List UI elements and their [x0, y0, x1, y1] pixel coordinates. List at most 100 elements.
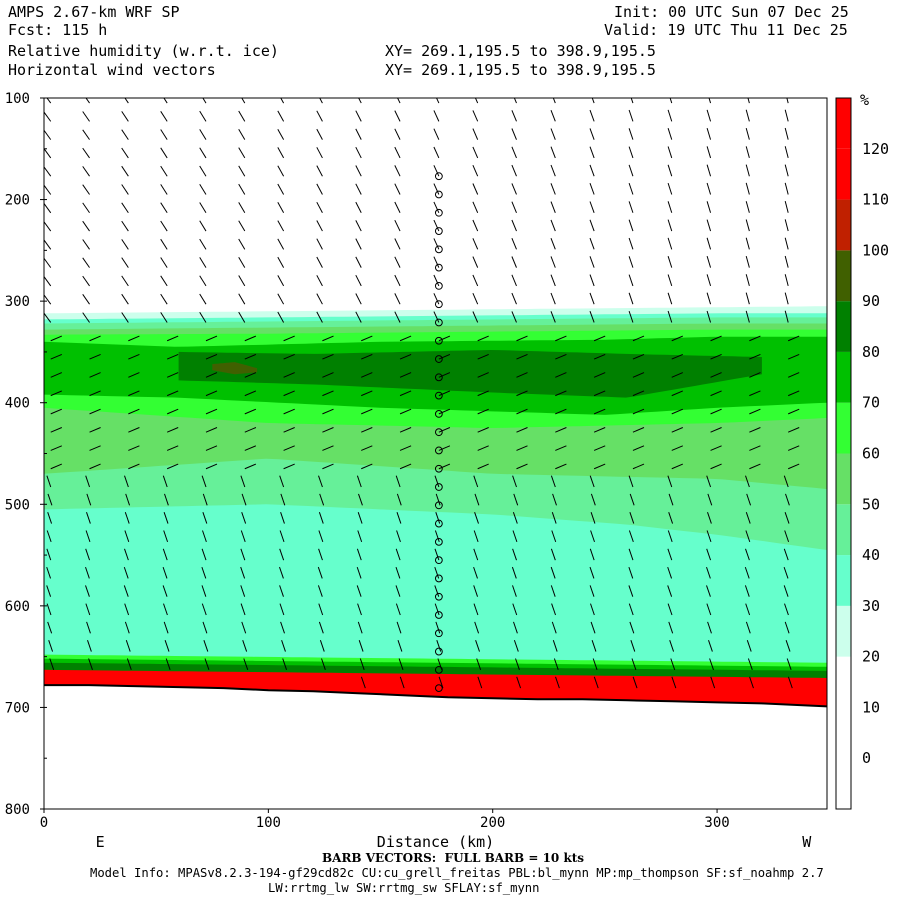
barb	[589, 237, 595, 250]
barb	[516, 676, 522, 689]
barb	[433, 183, 440, 195]
barb	[322, 335, 334, 342]
barb	[749, 427, 761, 433]
barb	[787, 353, 800, 360]
model-info: Model Info: MPASv8.2.3-194-gf29cd82c CU:…	[90, 866, 824, 880]
barb	[244, 372, 257, 378]
barb	[128, 408, 140, 415]
y-tick-label: 400	[5, 396, 30, 412]
calm-wind-circle	[434, 300, 443, 309]
colorbar-tick-label: 90	[862, 292, 880, 310]
barb	[477, 408, 489, 415]
barb	[473, 548, 479, 561]
rh-layer-100	[212, 362, 258, 375]
barb	[438, 427, 451, 433]
barb	[121, 257, 129, 268]
barb	[322, 427, 334, 433]
barb	[787, 390, 800, 397]
barb	[282, 658, 288, 671]
barb	[671, 463, 683, 470]
field-label-rh: Relative humidity (w.r.t. ice)	[8, 42, 279, 60]
barb	[784, 127, 789, 140]
barb	[784, 274, 789, 287]
barb	[551, 530, 557, 543]
barb	[553, 658, 559, 671]
barb	[82, 129, 90, 140]
barb	[86, 493, 92, 506]
barb	[283, 372, 295, 378]
barb	[710, 372, 722, 378]
barb	[359, 658, 365, 671]
barb	[121, 293, 129, 305]
barb	[628, 164, 634, 177]
barb	[356, 475, 362, 488]
barb	[89, 335, 101, 342]
barb	[355, 311, 362, 323]
barb	[395, 585, 401, 597]
barb	[710, 390, 722, 397]
barb	[472, 238, 479, 250]
colorbar-tick-label: 50	[862, 495, 880, 513]
barb	[395, 548, 401, 561]
barb	[396, 493, 402, 506]
barb	[238, 110, 246, 122]
barb	[474, 512, 479, 524]
barb-column	[783, 98, 800, 689]
barb	[589, 311, 595, 323]
barb	[474, 493, 480, 506]
barb	[316, 147, 323, 159]
barb	[201, 603, 207, 616]
barb-note: BARB VECTORS: FULL BARB = 10 kts	[322, 851, 585, 865]
barb	[668, 493, 674, 506]
barb	[436, 640, 442, 652]
barb	[121, 111, 129, 122]
barb	[199, 220, 207, 232]
barb	[394, 146, 401, 159]
barb	[316, 275, 323, 287]
barb	[472, 165, 479, 177]
barb	[121, 184, 129, 195]
calm-wind-circle	[434, 263, 443, 272]
barb	[283, 390, 295, 397]
barb	[205, 372, 218, 378]
barb	[708, 640, 713, 652]
barb	[322, 372, 334, 378]
barb	[279, 585, 284, 597]
barb	[589, 548, 595, 561]
barb	[784, 109, 789, 122]
barb	[88, 658, 93, 671]
barb	[632, 463, 645, 470]
barb	[706, 164, 712, 177]
barb	[671, 676, 677, 689]
barb	[667, 201, 673, 213]
barb	[473, 585, 479, 597]
barb	[667, 256, 673, 268]
barb	[745, 603, 751, 616]
barb	[628, 256, 634, 268]
barb	[784, 255, 789, 268]
barb	[784, 146, 789, 159]
barb	[277, 147, 285, 159]
barb	[44, 275, 52, 287]
barb	[512, 512, 518, 524]
colorbar-tick-label: 20	[862, 648, 880, 666]
barb	[744, 566, 750, 579]
calm-wind-circle	[434, 245, 443, 254]
calm-wind-circle	[434, 409, 443, 418]
barb	[667, 548, 673, 561]
calm-wind-circle	[434, 318, 443, 327]
barb	[438, 676, 444, 689]
barb	[667, 566, 673, 579]
barb	[124, 603, 130, 616]
barb	[316, 201, 323, 214]
barb	[555, 372, 567, 378]
barb	[124, 548, 129, 561]
barb	[671, 390, 683, 397]
barb	[589, 201, 595, 213]
barb	[399, 445, 412, 451]
barb	[244, 445, 257, 451]
barb	[399, 427, 412, 433]
barb	[550, 566, 556, 579]
barb	[279, 548, 285, 561]
barb	[589, 292, 595, 305]
